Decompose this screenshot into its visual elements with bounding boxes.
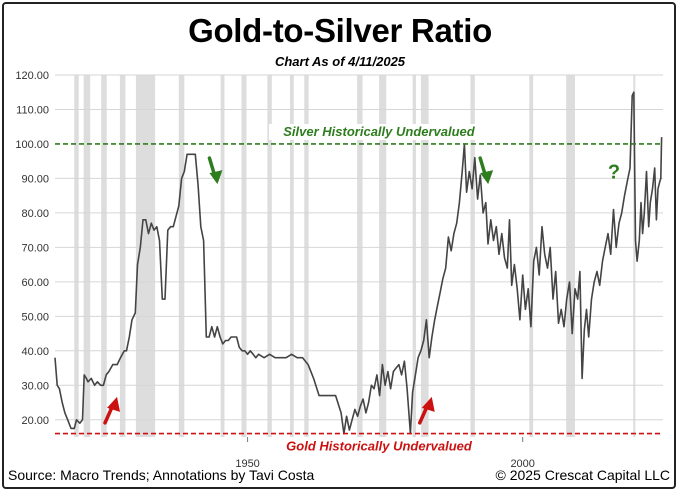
recession-band	[379, 75, 387, 437]
recession-band	[470, 75, 475, 437]
recession-band	[83, 75, 91, 437]
down-arrow-icon	[478, 156, 494, 185]
y-tick-label: 20.00	[21, 415, 49, 427]
y-tick-label: 40.00	[21, 346, 49, 358]
y-axis: 20.00 30.00 40.00 50.00 60.00 70.00 80.00 90.00…	[15, 70, 49, 427]
chart-subtitle: Chart As of 4/11/2025	[274, 54, 406, 69]
silver-undervalued-label: Silver Historically Undervalued	[283, 124, 476, 139]
series-line	[54, 91, 663, 435]
series-layer	[54, 91, 663, 435]
recession-band	[357, 75, 363, 437]
down-arrow-icon	[207, 156, 223, 185]
recession-band	[529, 75, 534, 437]
y-tick-label: 70.00	[21, 242, 49, 254]
recession-band	[267, 75, 272, 437]
recession-band	[412, 75, 416, 437]
y-tick-label: 90.00	[21, 173, 49, 185]
y-tick-label: 120.00	[15, 70, 49, 82]
y-tick-label: 100.00	[15, 139, 49, 151]
arrow-head	[209, 170, 223, 185]
recession-band	[135, 75, 156, 437]
gold-undervalued-label: Gold Historically Undervalued	[286, 439, 473, 454]
y-tick-label: 60.00	[21, 277, 49, 289]
up-arrow-icon	[103, 396, 121, 425]
arrow-head	[421, 396, 435, 412]
recession-bands	[74, 75, 636, 437]
recession-band	[220, 75, 225, 437]
reference-lines: Silver Historically Undervalued Gold Hist…	[55, 123, 663, 455]
x-axis: 1950 2000	[235, 437, 535, 470]
x-tick-label: 1950	[235, 458, 259, 470]
chart-frame	[2, 2, 676, 489]
reference-label-backing	[269, 123, 489, 140]
recession-band	[566, 75, 575, 437]
recession-band	[289, 75, 294, 437]
recession-band	[74, 75, 79, 437]
source-note: Source: Macro Trends; Annotations by Tav…	[8, 467, 315, 483]
y-tick-label: 50.00	[21, 311, 49, 323]
reference-label-backing	[269, 438, 489, 455]
chart-title: Gold-to-Silver Ratio	[188, 12, 492, 49]
recession-band	[241, 75, 247, 437]
y-tick-label: 110.00	[16, 104, 49, 116]
up-arrow-icon	[418, 396, 435, 425]
arrow-head	[107, 396, 121, 412]
recession-band	[420, 75, 429, 437]
recession-band	[101, 75, 107, 437]
annotations: ?	[103, 156, 620, 425]
question-mark-annotation: ?	[608, 162, 620, 184]
y-tick-label: 30.00	[21, 380, 49, 392]
recession-band	[304, 75, 309, 437]
recession-band	[119, 75, 126, 437]
x-tick-label: 2000	[510, 458, 534, 470]
y-tick-label: 80.00	[21, 208, 49, 220]
recession-band	[633, 75, 636, 437]
recession-band	[178, 75, 185, 437]
arrow-head	[480, 170, 494, 185]
copyright-note: © 2025 Crescat Capital LLC	[495, 467, 670, 483]
